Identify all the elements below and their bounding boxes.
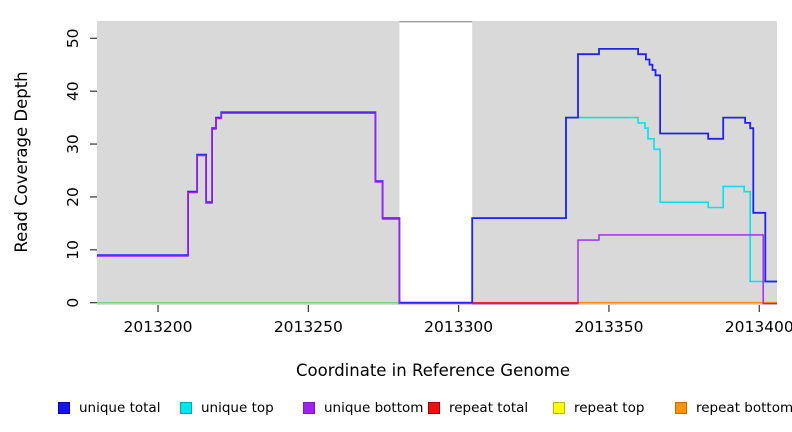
plot-panels — [97, 21, 777, 305]
legend-swatch-unique-bottom — [303, 402, 315, 414]
y-tick-label: 10 — [64, 240, 82, 260]
series-unique-total — [97, 48, 777, 304]
y-tick-label: 40 — [64, 81, 82, 101]
legend-item-unique-total: unique total — [58, 398, 160, 418]
y-axis-label: Read Coverage Depth — [12, 71, 31, 252]
legend: unique total unique top unique bottom repea… — [0, 398, 792, 422]
legend-item-unique-bottom: unique bottom — [303, 398, 423, 418]
panel-left-region — [97, 21, 400, 305]
x-tick-label: 2013300 — [424, 318, 493, 336]
x-tick-label: 2013350 — [574, 318, 643, 336]
x-tick-label: 2013400 — [725, 318, 792, 336]
legend-swatch-repeat-total — [428, 402, 440, 414]
x-axis: 2013200 2013250 2013300 2013350 2013400 — [124, 305, 792, 336]
legend-swatch-repeat-bottom — [675, 402, 687, 414]
series-unique-top — [472, 116, 777, 283]
legend-item-repeat-top: repeat top — [553, 398, 644, 418]
legend-label: unique bottom — [324, 400, 424, 416]
x-tick-label: 2013200 — [124, 318, 193, 336]
series-unique-bottom — [97, 112, 777, 305]
y-tick-label: 50 — [64, 28, 82, 48]
y-tick-label: 30 — [64, 134, 82, 154]
legend-label: repeat top — [574, 400, 645, 416]
legend-label: unique total — [79, 400, 161, 416]
legend-label: unique top — [201, 400, 274, 416]
legend-item-repeat-bottom: repeat bottom — [675, 398, 792, 418]
y-tick-label: 0 — [64, 298, 82, 308]
coverage-plot: 2013200 2013250 2013300 2013350 2013400 0 10 2… — [12, 21, 792, 380]
legend-item-unique-top: unique top — [180, 398, 274, 418]
y-axis: 0 10 20 30 40 50 — [64, 28, 97, 308]
legend-item-repeat-total: repeat total — [428, 398, 528, 418]
series-group — [97, 48, 777, 305]
legend-label: repeat total — [449, 400, 529, 416]
y-tick-label: 20 — [64, 187, 82, 207]
legend-swatch-unique-total — [58, 402, 70, 414]
legend-swatch-repeat-top — [553, 402, 565, 414]
legend-label: repeat bottom — [696, 400, 792, 416]
x-tick-label: 2013250 — [274, 318, 343, 336]
panel-right-region — [472, 21, 777, 305]
legend-swatch-unique-top — [180, 402, 192, 414]
x-axis-label: Coordinate in Reference Genome — [296, 361, 570, 380]
